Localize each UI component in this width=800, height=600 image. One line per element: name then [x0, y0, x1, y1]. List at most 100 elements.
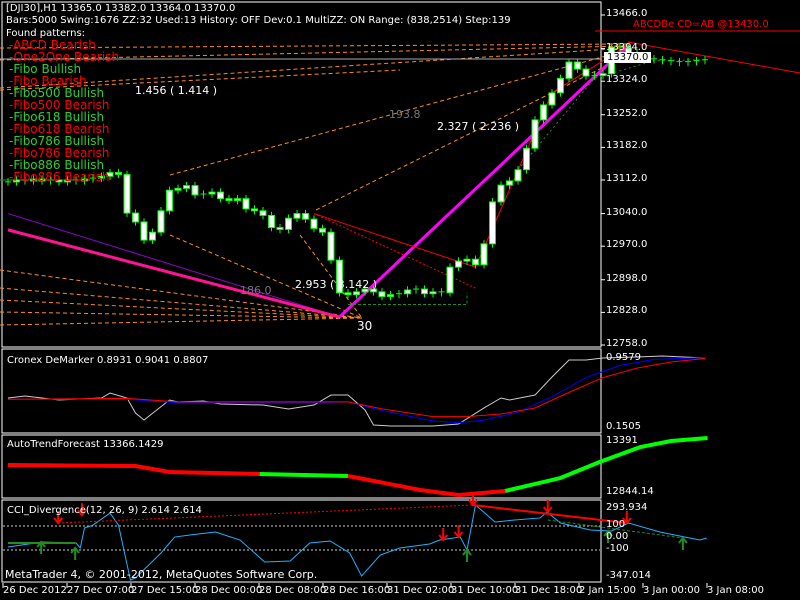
divergence-line: [58, 504, 473, 524]
candle-body: [344, 292, 352, 296]
demarker-line: [7, 355, 706, 427]
candle-body: [81, 178, 88, 182]
candle-body: [140, 221, 148, 241]
autotrend-max-label: 13391: [606, 435, 638, 446]
candle-body: [548, 92, 556, 106]
trend-line: [7, 228, 340, 319]
trend-line: [7, 213, 340, 318]
time-label: 3 Jan 08:00: [707, 585, 764, 596]
fib-level-label: 186.0: [240, 284, 272, 297]
time-label: 28 Dec 16:00: [323, 585, 391, 596]
fib-line: [0, 69, 401, 91]
ratio-label: 2.953 ( 3.142 ): [295, 278, 378, 291]
candle-body: [157, 210, 165, 233]
candle-body: [599, 73, 607, 77]
cci-label: 100: [606, 519, 626, 530]
candle-body: [115, 172, 122, 175]
candle-body: [514, 169, 522, 182]
price-label: 13040.0: [606, 206, 648, 218]
demarker-title: Cronex DeMarker 0.8931 0.9041 0.8807: [7, 355, 209, 366]
cci-label: 293.934: [606, 502, 648, 513]
time-label: 26 Dec 2012: [3, 585, 67, 596]
time-label: 27 Dec 07:00: [67, 585, 135, 596]
price-label: 12758.0: [606, 337, 648, 349]
pattern-item: -Fibo886 Bullish: [9, 158, 105, 172]
buy-arrow-icon: [603, 529, 613, 544]
candle-body: [353, 291, 360, 296]
panel-frame: [1, 499, 602, 583]
pattern-item: -Fibo Bullish: [9, 62, 82, 76]
ratio-label: 2.327 ( 2.236 ): [437, 120, 520, 133]
fib-line: [0, 311, 363, 319]
candle-body: [370, 288, 377, 293]
candle-body: [276, 227, 284, 230]
candle-body: [285, 217, 292, 230]
projection-line: [627, 41, 800, 74]
candle-body: [55, 179, 63, 183]
cci-label: 0.00: [606, 531, 629, 542]
sell-arrow-icon: [542, 499, 553, 514]
candle-body: [191, 185, 199, 196]
copyright-text: MetaTrader 4, © 2001-2012, MetaQuotes So…: [5, 568, 318, 581]
pattern-item: -Fibo618 Bearish: [9, 122, 110, 136]
zigzag-leg: [313, 44, 629, 268]
fib-line: [169, 49, 629, 176]
fib-line: [315, 54, 629, 211]
time-label: 28 Dec 08:00: [259, 585, 327, 596]
candle-body: [302, 213, 309, 220]
pattern-line: [348, 292, 468, 305]
candle-body: [183, 185, 190, 189]
candle-body: [64, 179, 71, 183]
price-label: 13394.0: [606, 41, 648, 53]
abcd-target-label: ABCDBe CD=AB @13430.0: [633, 19, 769, 30]
sell-arrow-icon: [53, 510, 63, 525]
candle-body: [480, 243, 488, 266]
zigzag-point-label: 30: [357, 319, 373, 333]
time-label: 27 Dec 15:00: [131, 585, 199, 596]
demarker-max-label: 0.9579: [606, 352, 641, 363]
time-label: 3 Jan 00:00: [643, 585, 700, 596]
price-label: 13466.0: [606, 8, 648, 19]
candle-body: [361, 288, 369, 293]
time-label: 28 Dec 00:00: [195, 585, 263, 596]
candle-body: [234, 198, 241, 202]
cci-label: -347.014: [606, 570, 651, 581]
divergence-line: [547, 519, 683, 539]
pattern-item: -Fibo500 Bearish: [9, 98, 110, 112]
candle-body: [251, 208, 258, 212]
candle-body: [242, 198, 250, 210]
candle-body: [531, 119, 539, 149]
fib-line: [0, 317, 363, 326]
zigzag-leg: [338, 43, 630, 319]
autotrend-segment: [259, 471, 349, 479]
price-label: 12828.0: [606, 305, 648, 317]
candle-body: [123, 173, 131, 214]
time-label: 31 Dec 02:00: [387, 585, 455, 596]
candle-body: [327, 231, 335, 261]
pattern-item: -Fibo500 Bullish: [9, 86, 105, 100]
panel-frame: [1, 348, 602, 434]
candle-body: [268, 214, 275, 229]
sell-arrow-icon: [453, 525, 464, 539]
candle-body: [166, 189, 173, 212]
autotrend-min-label: 12844.14: [606, 486, 654, 497]
candle-body: [30, 178, 37, 182]
candle-body: [378, 291, 386, 298]
panel-frame: [1, 1, 602, 348]
candle-body: [506, 180, 513, 186]
candle-body: [387, 294, 394, 298]
buy-arrow-icon: [36, 540, 46, 554]
pattern-item: -Fibo618 Bullish: [9, 110, 105, 124]
buy-arrow-icon: [678, 536, 688, 550]
panel-frame: [1, 434, 602, 499]
price-label: 13182.0: [606, 140, 648, 152]
price-label: 12970.0: [606, 239, 648, 251]
candle-body: [582, 68, 590, 77]
candle-body: [293, 213, 301, 219]
time-label: 2 Jan 15:00: [579, 585, 636, 596]
buy-arrow-icon: [70, 546, 80, 560]
sell-arrow-icon: [622, 510, 632, 525]
fib-line: [0, 269, 363, 319]
autotrend-title: AutoTrendForecast 13366.1429: [7, 439, 164, 450]
